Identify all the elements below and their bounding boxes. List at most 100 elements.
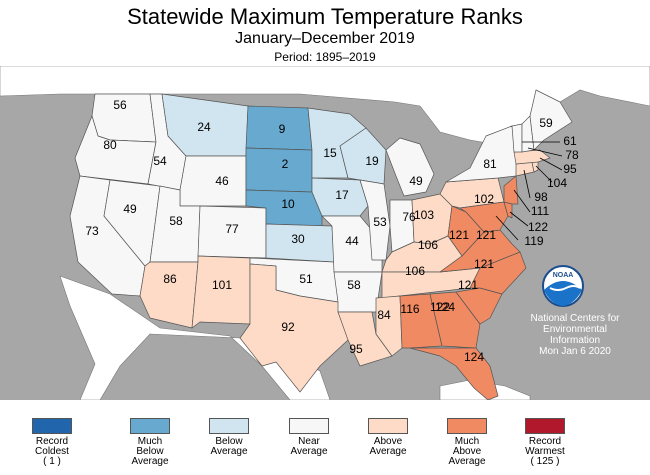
rank-label-fl: 124 [464, 350, 484, 364]
legend-label: Above [373, 436, 403, 447]
period-label: Period: 1895–2019 [274, 50, 376, 64]
legend-label: ( 125 ) [530, 456, 560, 467]
rank-label-va: 121 [476, 228, 496, 242]
credit-line-2: Environmental [543, 324, 607, 335]
legend-label: Below [215, 436, 243, 447]
rank-label-la: 95 [349, 342, 363, 356]
legend-item-below: Below Average [193, 418, 265, 457]
rank-label-ok: 51 [299, 272, 313, 286]
map-subtitle: January–December 2019 [235, 30, 415, 47]
rank-label-ar: 58 [347, 278, 361, 292]
legend-label: Record [35, 436, 69, 447]
rank-label-nh: 78 [565, 148, 579, 162]
credit-line-1: National Centers for [530, 313, 620, 324]
legend-label: Much [137, 436, 163, 447]
legend-label: ( 1 ) [43, 456, 61, 467]
legend-item-record-warmest: Record Warmest( 125 ) [509, 418, 581, 467]
rank-label-co: 77 [225, 222, 239, 236]
rank-label-ga: 122 [430, 300, 450, 314]
rank-label-ia: 17 [335, 188, 349, 202]
state-SD [245, 147, 313, 193]
rank-label-ky: 106 [418, 238, 438, 252]
rank-label-ca: 73 [85, 224, 99, 238]
rank-label-ct: 98 [534, 190, 548, 204]
state-GA [429, 291, 481, 349]
rank-label-ri: 104 [547, 176, 567, 190]
rank-label-ks: 30 [291, 232, 305, 246]
rank-label-me: 59 [539, 116, 553, 130]
state-FL [409, 347, 499, 400]
rank-label-nm: 101 [212, 278, 232, 292]
legend-item-near: Near Average [273, 418, 345, 457]
legend-label: Coldest [35, 446, 69, 457]
legend-swatch [32, 418, 72, 434]
leader-lines [495, 141, 563, 241]
rank-label-ma: 95 [563, 162, 577, 176]
credit-line-4: Mon Jan 6 2020 [539, 346, 611, 357]
state-WY [179, 155, 247, 207]
credit-block: National Centers for Environmental Infor… [520, 313, 630, 357]
legend-item-much-above: Much Above Average [431, 418, 503, 467]
rank-label-az: 86 [163, 272, 177, 286]
state-ME [529, 89, 573, 151]
rank-label-ms: 84 [377, 308, 391, 322]
rank-label-ne: 10 [281, 197, 295, 211]
rank-label-mn: 15 [323, 146, 337, 160]
legend-label: Average [448, 456, 486, 467]
credit-line-3: Information [549, 335, 601, 346]
rank-label-mi: 49 [409, 174, 423, 188]
legend-label: Average [290, 446, 328, 457]
rank-label-sc: 121 [458, 278, 478, 292]
map-title: Statewide Maximum Temperature Ranks [127, 4, 523, 29]
rank-label-wi: 19 [365, 154, 379, 168]
legend-swatch [368, 418, 408, 434]
legend-item-above: Above Average [352, 418, 424, 457]
legend-swatch [130, 418, 170, 434]
rank-label-or: 80 [103, 138, 117, 152]
rank-label-pa: 102 [474, 192, 494, 206]
legend-label: Above [452, 446, 482, 457]
state-NJ [503, 175, 519, 205]
rank-label-oh: 103 [414, 208, 434, 222]
legend-label: Warmest [525, 446, 565, 457]
state-VT [511, 123, 523, 153]
legend-swatch [289, 418, 329, 434]
rank-label-nd: 9 [279, 122, 286, 136]
rank-label-wv: 121 [449, 228, 469, 242]
rank-label-nc: 121 [474, 257, 494, 271]
rank-label-mt: 24 [197, 120, 211, 134]
legend-label: Average [369, 446, 407, 457]
state-MS [375, 295, 403, 357]
legend-item-much-below: Much Below Average [114, 418, 186, 467]
legend: Record Coldest( 1 ) Much Below Average Below A… [0, 418, 650, 475]
rank-label-ny: 81 [483, 157, 497, 171]
rank-label-de: 122 [528, 220, 548, 234]
rank-label-mo: 44 [345, 234, 359, 248]
rank-label-nj: 111 [531, 204, 550, 218]
rank-label-nv: 49 [123, 202, 137, 216]
rank-label-ga2: 116 [400, 302, 419, 316]
rank-label-in: 76 [402, 210, 416, 224]
rank-label-al: 124 [435, 300, 455, 314]
rank-label-md: 119 [524, 234, 543, 248]
rank-label-sd: 2 [282, 157, 289, 171]
noaa-logo-icon: NOAA [542, 265, 584, 307]
rank-label-wy: 46 [215, 174, 229, 188]
state-SC [455, 287, 503, 325]
legend-label: Average [131, 456, 169, 467]
legend-item-record-coldest: Record Coldest( 1 ) [16, 418, 88, 467]
rank-label-id: 54 [153, 154, 167, 168]
state-TX [239, 263, 349, 393]
state-MI [385, 137, 435, 197]
legend-swatch [525, 418, 565, 434]
legend-swatch [447, 418, 487, 434]
legend-label: Record [528, 436, 562, 447]
rank-label-tn: 106 [405, 264, 425, 278]
state-AL [399, 293, 443, 349]
rank-label-ut: 58 [169, 214, 183, 228]
legend-label: Near [298, 436, 320, 447]
legend-label: Below [136, 446, 164, 457]
svg-text:NOAA: NOAA [553, 272, 574, 279]
legend-swatch [209, 418, 249, 434]
